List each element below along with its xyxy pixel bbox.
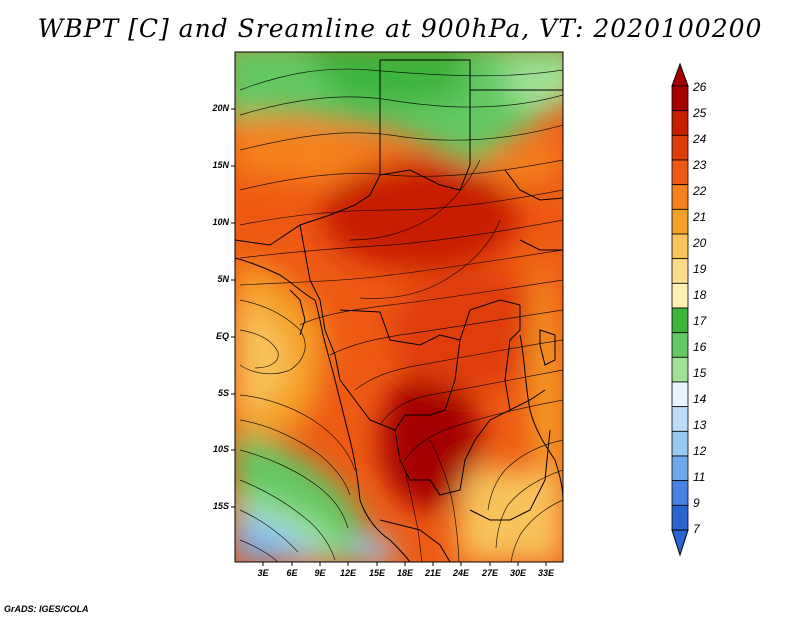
- lat-label: 20N: [212, 103, 229, 113]
- colorbar-label: 24: [693, 132, 707, 146]
- colorbar-cell: [671, 208, 689, 235]
- colorbar-label: 21: [693, 210, 707, 224]
- colorbar-label: 19: [693, 262, 707, 276]
- colorbar-cell: [671, 233, 689, 260]
- lon-label: 15E: [368, 568, 385, 578]
- country-borders: [235, 59, 563, 562]
- colorbar: [671, 62, 689, 557]
- colorbar-cell: [671, 307, 689, 334]
- lat-label: 10N: [212, 217, 229, 227]
- colorbar-cell: [671, 504, 689, 531]
- colorbar-cell: [671, 332, 689, 358]
- lat-label: 5S: [217, 388, 229, 398]
- footer-credit: GrADS: IGES/COLA: [4, 604, 89, 614]
- colorbar-label: 17: [693, 314, 707, 328]
- lon-label: 6E: [286, 568, 298, 578]
- colorbar-label: 18: [693, 288, 707, 302]
- colorbar-label: 25: [693, 106, 707, 120]
- lat-label: 10S: [212, 444, 229, 454]
- colorbar-cell: [671, 159, 689, 186]
- wbpt-field: [235, 52, 563, 562]
- colorbar-cell: [671, 455, 689, 482]
- lon-label: 30E: [509, 568, 526, 578]
- streamlines: [239, 68, 563, 562]
- colorbar-label: 11: [693, 470, 706, 484]
- colorbar-label: 16: [693, 340, 707, 354]
- coastline: [235, 257, 563, 562]
- lon-label: 21E: [424, 568, 441, 578]
- lon-label: 9E: [314, 568, 326, 578]
- colorbar-cell: [671, 258, 689, 284]
- colorbar-label: 12: [693, 444, 707, 458]
- colorbar-cell: [671, 110, 689, 136]
- lon-label: 27E: [481, 568, 498, 578]
- colorbar-cell: [671, 184, 689, 210]
- colorbar-cell: [671, 381, 689, 408]
- lon-label: 33E: [537, 568, 554, 578]
- lon-label: 24E: [452, 568, 469, 578]
- colorbar-label: 26: [693, 80, 707, 94]
- lat-label: 15N: [212, 160, 229, 170]
- colorbar-top-arrow: [671, 62, 689, 87]
- lat-label: EQ: [215, 331, 229, 341]
- map-frame: [234, 51, 564, 563]
- lat-label: 15S: [212, 501, 229, 511]
- lon-label: 3E: [257, 568, 269, 578]
- colorbar-label: 9: [693, 496, 700, 510]
- colorbar-cell: [671, 85, 689, 112]
- colorbar-cell: [671, 134, 689, 161]
- colorbar-label: 22: [693, 184, 707, 198]
- colorbar-cell: [671, 356, 689, 383]
- colorbar-label: 13: [693, 418, 707, 432]
- map-title: WBPT [C] and Sreamline at 900hPa, VT: 20…: [37, 14, 763, 43]
- lon-label: 18E: [396, 568, 413, 578]
- colorbar-label: 7: [693, 522, 700, 536]
- colorbar-bottom-arrow: [671, 529, 689, 557]
- colorbar-cell: [671, 406, 689, 432]
- lat-label: 5N: [217, 274, 229, 284]
- colorbar-cell: [671, 282, 689, 309]
- lon-label: 12E: [339, 568, 356, 578]
- colorbar-label: 20: [693, 236, 707, 250]
- axis-ticks: [231, 108, 547, 566]
- colorbar-label: 15: [693, 366, 707, 380]
- colorbar-cell: [671, 480, 689, 506]
- colorbar-cell: [671, 430, 689, 457]
- colorbar-label: 14: [693, 392, 707, 406]
- colorbar-label: 23: [693, 158, 707, 172]
